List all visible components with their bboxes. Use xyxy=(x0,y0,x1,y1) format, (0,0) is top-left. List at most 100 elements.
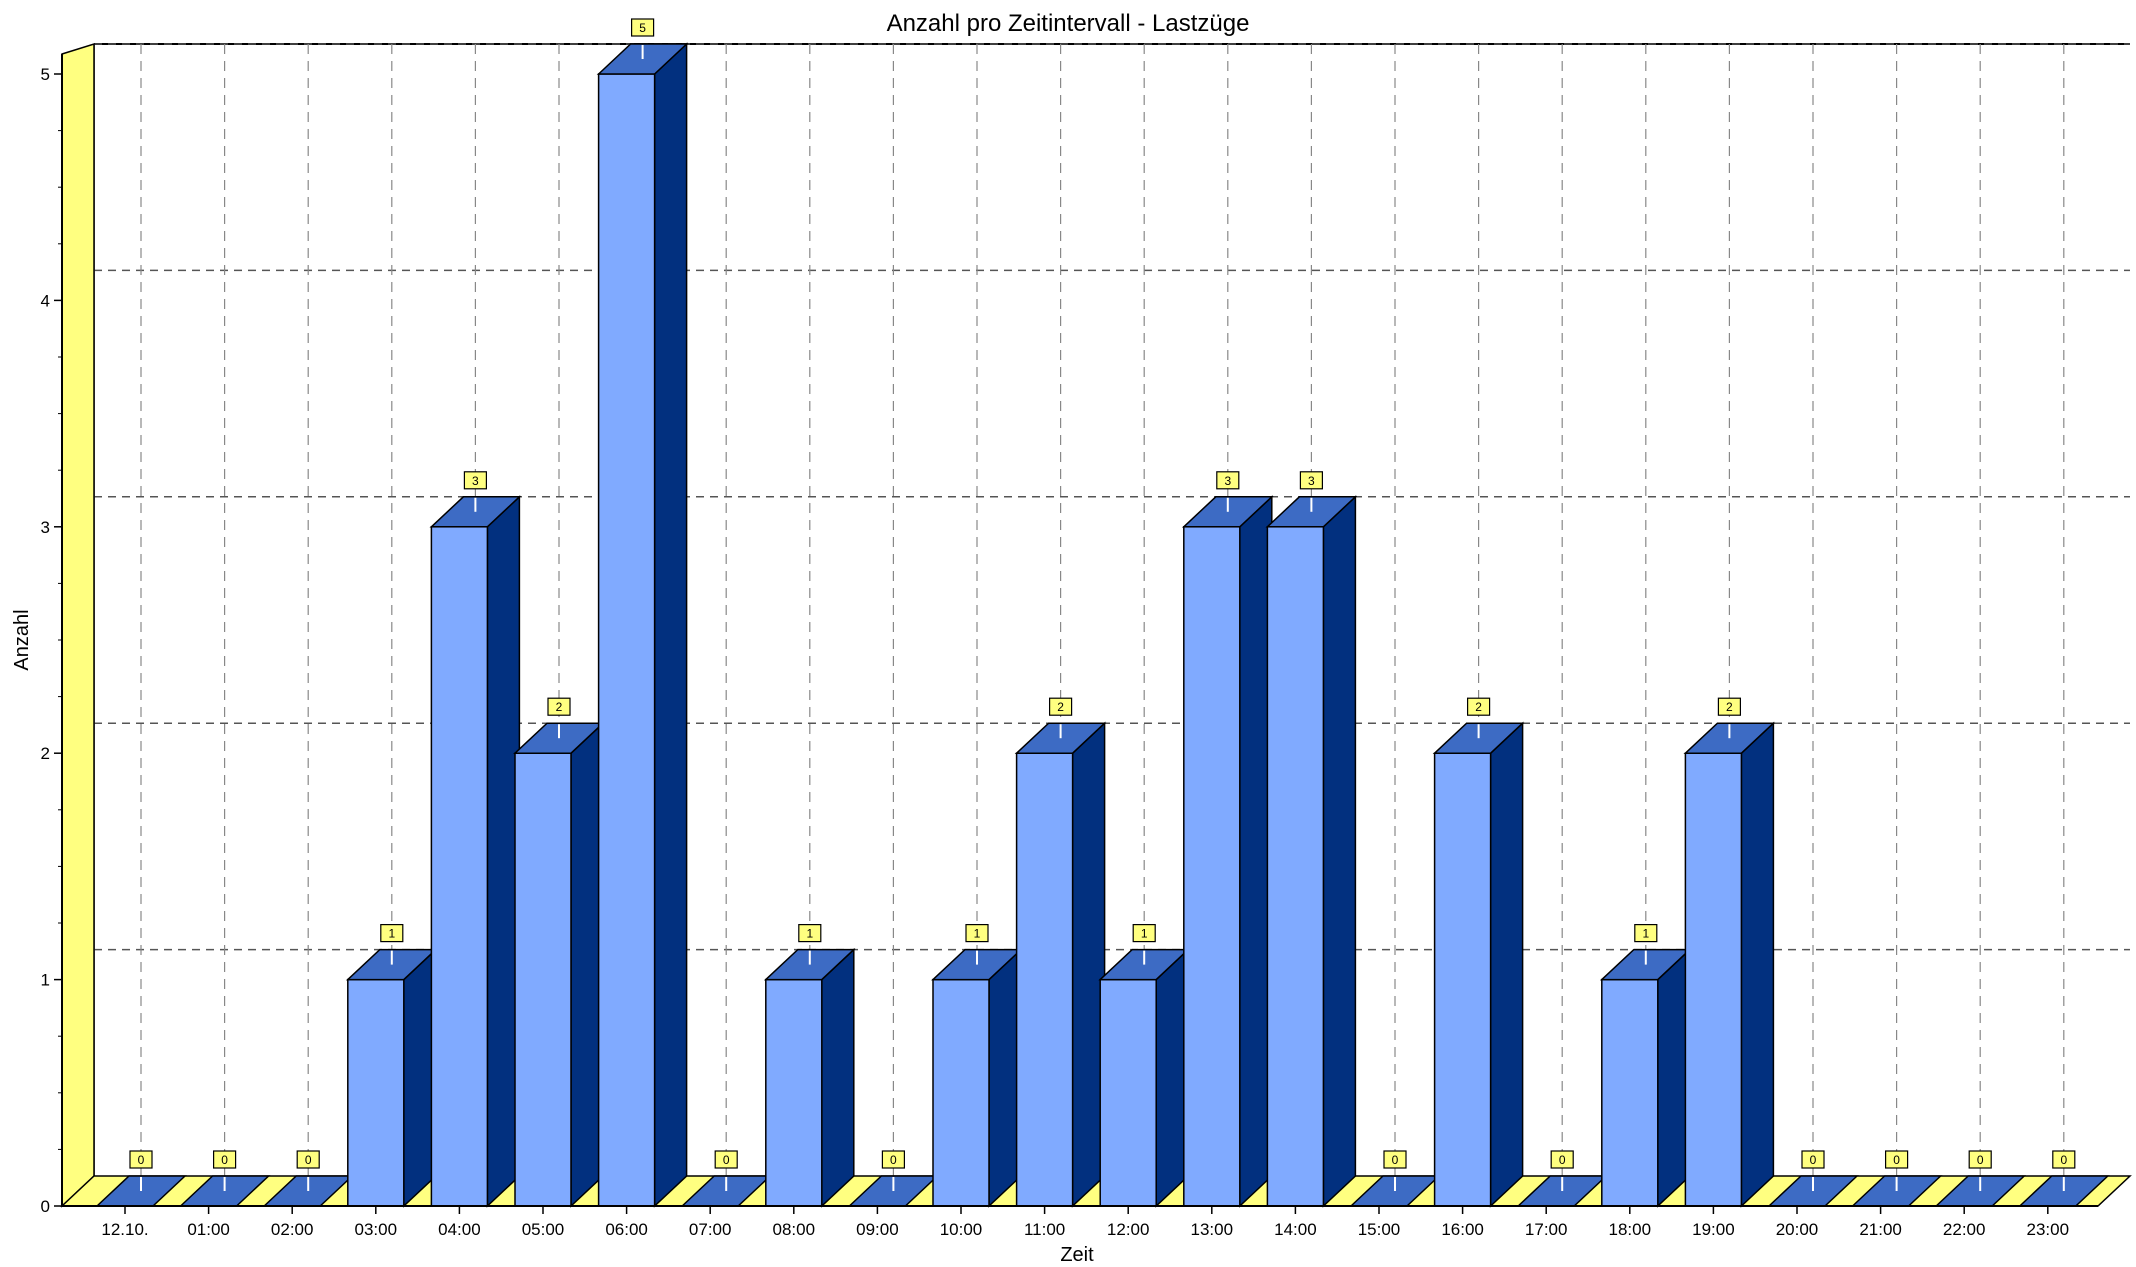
bar-group xyxy=(1098,947,1191,1208)
x-tick-label: 22:00 xyxy=(1943,1220,1986,1239)
data-label: 2 xyxy=(1057,700,1064,714)
y-tick-label: 4 xyxy=(41,291,50,310)
bar-group xyxy=(1432,721,1525,1208)
data-label: 0 xyxy=(723,1153,730,1167)
data-label-box xyxy=(1132,923,1156,943)
y-tick-label: 0 xyxy=(41,1197,50,1216)
x-tick-label: 01:00 xyxy=(187,1220,230,1239)
y-tick-label: 1 xyxy=(41,971,50,990)
data-label: 1 xyxy=(1642,927,1649,941)
data-label: 3 xyxy=(1224,474,1231,488)
axes: 12.10. 01:00 02:00 03:00 04:00 05:00 06:00 07:0… xyxy=(41,54,2098,1239)
data-label-box xyxy=(798,923,822,943)
data-label: 1 xyxy=(388,927,395,941)
data-label-box xyxy=(965,923,989,943)
data-label-box xyxy=(1383,1150,1407,1169)
bar xyxy=(1601,978,1659,1207)
y-axis-label: Anzahl xyxy=(11,609,33,670)
data-label: 3 xyxy=(1308,474,1315,488)
x-tick-label: 19:00 xyxy=(1692,1220,1735,1239)
data-label-box xyxy=(129,1150,153,1169)
y-axis-wall xyxy=(61,42,95,1208)
side-wall xyxy=(61,42,95,1208)
data-label: 2 xyxy=(1475,700,1482,714)
bar-side xyxy=(1489,721,1524,1208)
x-tick-label: 20:00 xyxy=(1776,1220,1819,1239)
data-label: 0 xyxy=(221,1153,228,1167)
data-label-box xyxy=(463,471,487,490)
data-label-box xyxy=(2052,1150,2076,1169)
chart-title: Anzahl pro Zeitintervall - Lastzüge xyxy=(887,10,1250,37)
bar xyxy=(347,978,405,1207)
data-label: 1 xyxy=(806,927,813,941)
y-tick-label: 5 xyxy=(41,65,50,84)
bar-side xyxy=(1322,495,1357,1208)
y-tick-label: 3 xyxy=(41,518,50,537)
y-tick-label: 2 xyxy=(41,744,50,763)
data-label-box xyxy=(1801,1150,1825,1169)
data-label-box xyxy=(1216,471,1240,490)
x-tick-label: 13:00 xyxy=(1191,1220,1234,1239)
bar-group xyxy=(1599,947,1692,1208)
data-label: 3 xyxy=(472,474,479,488)
x-tick-label: 14:00 xyxy=(1274,1220,1317,1239)
data-label-box xyxy=(1550,1150,1574,1169)
x-tick-label: 11:00 xyxy=(1024,1220,1065,1239)
bar-side xyxy=(821,947,855,1208)
bar-group xyxy=(596,42,689,1208)
x-tick-label: 07:00 xyxy=(689,1220,732,1239)
x-tick-label: 23:00 xyxy=(2027,1220,2070,1239)
x-tick-label: 09:00 xyxy=(856,1220,899,1239)
data-label-box xyxy=(630,18,655,37)
data-label-box xyxy=(1048,697,1073,716)
data-label: 0 xyxy=(1559,1153,1566,1167)
bar-group xyxy=(1014,721,1107,1208)
data-label: 0 xyxy=(138,1153,145,1167)
bar xyxy=(514,752,572,1207)
x-tick-label: 21:00 xyxy=(1859,1220,1902,1239)
x-tick-label: 10:00 xyxy=(940,1220,983,1239)
data-label-box xyxy=(1634,923,1658,943)
bar xyxy=(1684,752,1743,1207)
bar xyxy=(1266,526,1325,1207)
bar xyxy=(430,526,489,1207)
x-tick-label: 12:00 xyxy=(1107,1220,1150,1239)
x-tick-label: 16:00 xyxy=(1441,1220,1484,1239)
bar xyxy=(1433,752,1492,1207)
bar-group xyxy=(1683,721,1776,1208)
bar-side xyxy=(653,42,688,1208)
x-tick-label: 04:00 xyxy=(438,1220,481,1239)
x-tick-label: 05:00 xyxy=(522,1220,565,1239)
data-label-box xyxy=(714,1150,738,1169)
data-label-box xyxy=(881,1150,906,1169)
data-label: 1 xyxy=(1141,927,1148,941)
bar xyxy=(597,73,656,1207)
data-label: 2 xyxy=(556,700,563,714)
x-tick-label: 17:00 xyxy=(1525,1220,1568,1239)
x-axis-label: Zeit xyxy=(1060,1244,1094,1262)
bars xyxy=(95,42,2110,1208)
data-label: 0 xyxy=(1893,1153,1900,1167)
x-tick-label: 03:00 xyxy=(355,1220,398,1239)
data-label-box xyxy=(380,923,404,943)
data-label: 2 xyxy=(1726,700,1733,714)
data-label-box xyxy=(213,1150,237,1169)
bar-group xyxy=(429,495,522,1208)
bar-group xyxy=(1265,495,1358,1208)
data-label: 0 xyxy=(1810,1153,1817,1167)
bar xyxy=(765,978,823,1207)
data-labels: 0 0 0 1 3 2 5 0 1 0 1 2 1 3 3 0 2 0 1 2 0 0 0 0 xyxy=(129,18,2076,1191)
data-label: 0 xyxy=(305,1153,312,1167)
bar xyxy=(1099,978,1157,1207)
data-label: 1 xyxy=(974,927,981,941)
data-label: 0 xyxy=(2060,1153,2067,1167)
bar-side xyxy=(1740,721,1775,1208)
x-tick-label: 12.10. xyxy=(101,1220,148,1239)
data-label: 0 xyxy=(1392,1153,1399,1167)
bar-group xyxy=(763,947,856,1208)
x-tick-label: 15:00 xyxy=(1358,1220,1401,1239)
x-tick-label: 18:00 xyxy=(1609,1220,1652,1239)
data-label: 0 xyxy=(1977,1153,1984,1167)
